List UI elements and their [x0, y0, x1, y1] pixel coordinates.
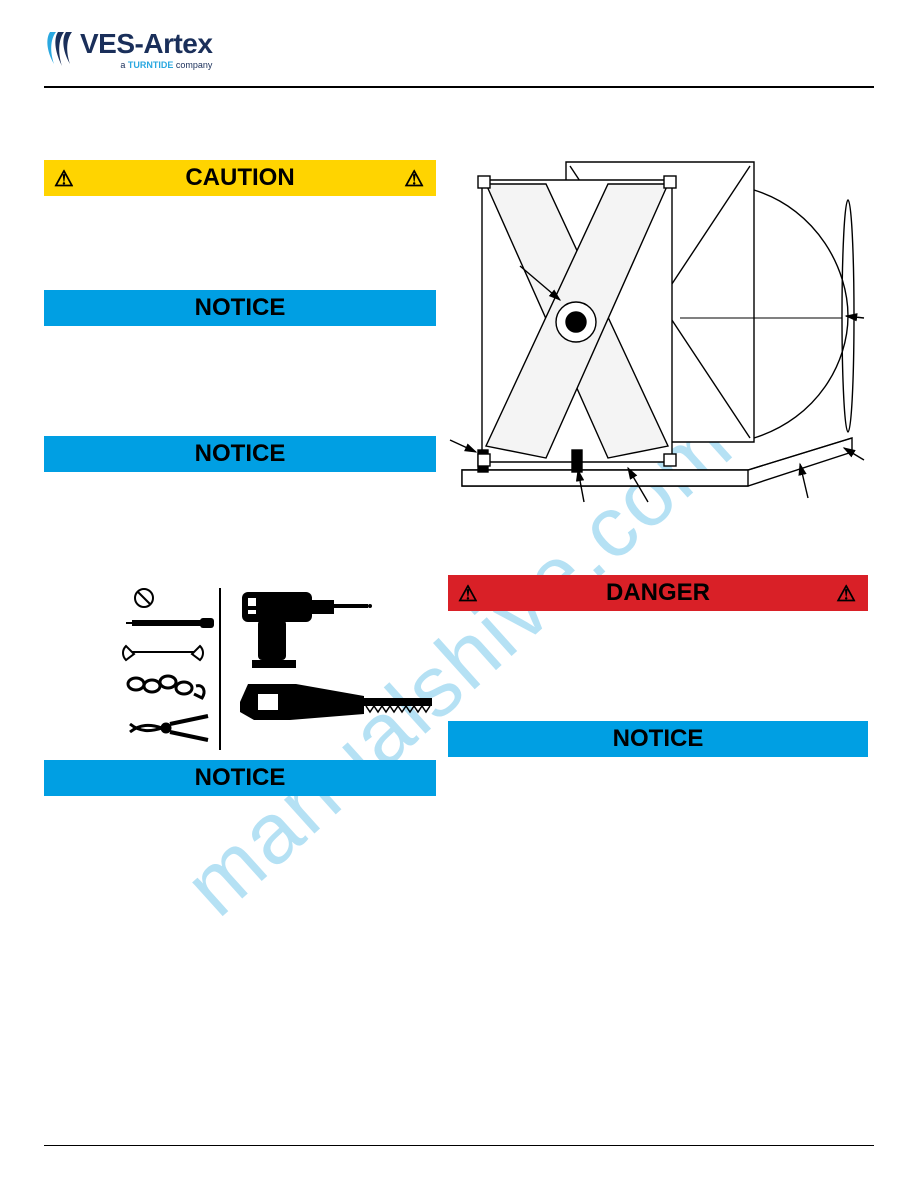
notice-banner: NOTICE — [448, 721, 868, 757]
danger-body — [448, 617, 868, 657]
chain-icon — [128, 676, 204, 698]
danger-label: DANGER — [606, 579, 710, 607]
company-logo: VES-Artex a TURNTIDE company — [44, 30, 874, 75]
caution-banner: ⚠ CAUTION ⚠ — [44, 160, 436, 196]
tools-figure — [44, 584, 436, 754]
danger-banner: ⚠ DANGER ⚠ — [448, 575, 868, 611]
logo-swirl-icon — [44, 30, 74, 75]
figure-caption — [448, 521, 868, 561]
page-header: VES-Artex a TURNTIDE company — [44, 30, 874, 88]
drill-icon — [242, 592, 372, 668]
notice-banner: NOTICE — [44, 436, 436, 472]
warning-icon: ⚠ — [458, 581, 478, 607]
screwdriver-icon — [126, 618, 214, 628]
caution-label: CAUTION — [185, 164, 294, 192]
notice-label: NOTICE — [195, 294, 286, 322]
notice-body — [44, 802, 436, 842]
warning-icon: ⚠ — [836, 581, 856, 607]
reciprocating-saw-icon — [240, 684, 432, 720]
notice-label: NOTICE — [613, 725, 704, 753]
notice-banner: NOTICE — [44, 760, 436, 796]
notice-body — [448, 763, 868, 803]
pliers-icon — [130, 716, 208, 740]
notice-banner: NOTICE — [44, 290, 436, 326]
right-column: ⚠ DANGER ⚠ NOTICE — [448, 150, 868, 803]
notice-label: NOTICE — [195, 440, 286, 468]
notice-body — [44, 332, 436, 372]
logo-tagline: a TURNTIDE company — [80, 60, 212, 70]
left-column: ⚠ CAUTION ⚠ NOTICE NOTICE — [44, 150, 436, 842]
prohibit-icon — [135, 589, 153, 607]
page-content: manualshive.com ⚠ CAUTION ⚠ NOTICE NOTIC… — [44, 150, 874, 1140]
wrench-icon — [123, 646, 203, 660]
logo-wordmark: VES-Artex — [80, 30, 212, 58]
warning-icon: ⚠ — [54, 166, 74, 192]
page-footer — [44, 1145, 874, 1152]
fan-pallet-figure — [448, 150, 868, 515]
notice-body — [44, 478, 436, 518]
caution-body — [44, 202, 436, 242]
notice-label: NOTICE — [195, 764, 286, 792]
warning-icon: ⚠ — [404, 166, 424, 192]
